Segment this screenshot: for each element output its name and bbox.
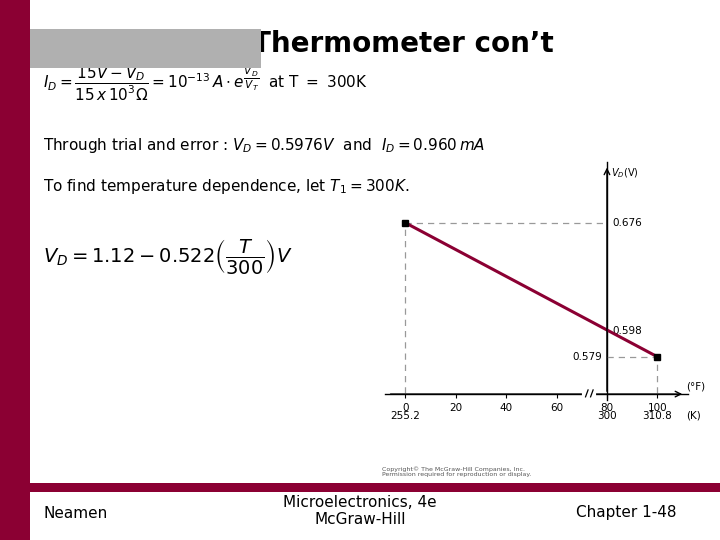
Text: 0.579: 0.579 (572, 352, 602, 362)
Text: 0.598: 0.598 (612, 326, 642, 335)
Text: $V_D$(V): $V_D$(V) (611, 166, 639, 180)
Text: 300: 300 (597, 410, 617, 421)
Text: (°F): (°F) (686, 381, 706, 391)
Text: $I_D = \dfrac{15V - V_D}{15\,x\,10^3\Omega} = 10^{-13}\,A \cdot e^{\dfrac{V_D}{V: $I_D = \dfrac{15V - V_D}{15\,x\,10^3\Ome… (43, 65, 368, 103)
Text: Copyright© The McGraw-Hill Companies, Inc.
Permission required for reproduction : Copyright© The McGraw-Hill Companies, In… (382, 466, 531, 477)
Text: (K): (K) (686, 410, 701, 421)
Text: 0.676: 0.676 (612, 218, 642, 228)
Text: Thermometer con’t: Thermometer con’t (252, 30, 554, 58)
Text: Microelectronics, 4e
McGraw-Hill: Microelectronics, 4e McGraw-Hill (283, 495, 437, 527)
Text: 310.8: 310.8 (642, 410, 672, 421)
Text: Neamen: Neamen (43, 505, 107, 521)
Text: 255.2: 255.2 (390, 410, 420, 421)
Text: Chapter 1-48: Chapter 1-48 (576, 505, 677, 521)
Text: To find temperature dependence, let $T_1 = 300K.$: To find temperature dependence, let $T_1… (43, 177, 410, 196)
Text: Through trial and error : $V_D = 0.5976V$  and  $I_D = 0.960\,mA$: Through trial and error : $V_D = 0.5976V… (43, 136, 485, 156)
Text: $V_D = 1.12 - 0.522\left(\dfrac{T}{300}\right)V$: $V_D = 1.12 - 0.522\left(\dfrac{T}{300}\… (43, 237, 293, 276)
